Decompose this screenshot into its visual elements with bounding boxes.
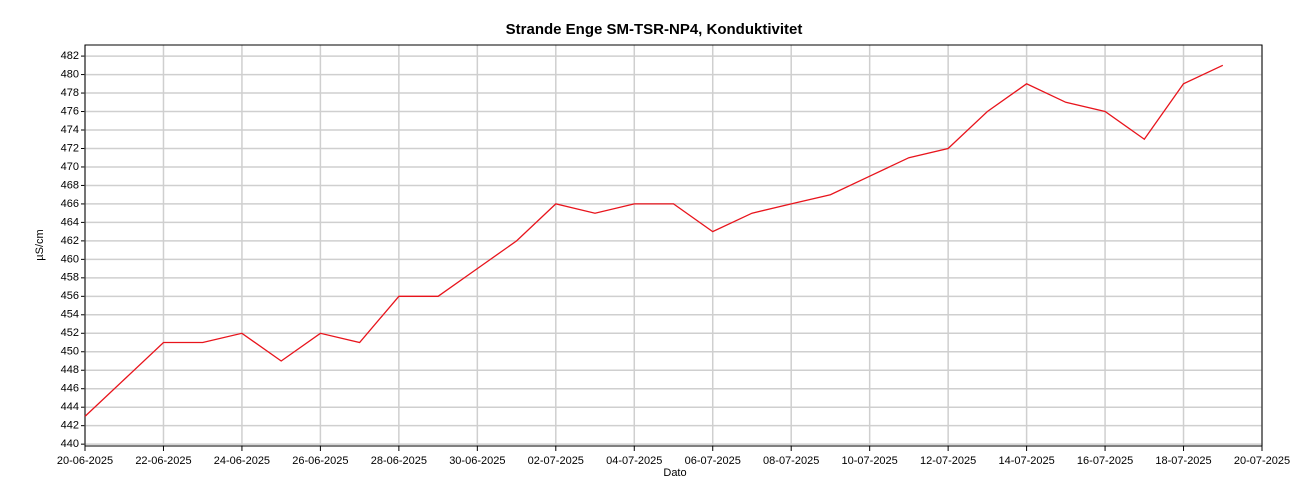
y-tick-label: 462 bbox=[61, 235, 79, 247]
y-tick-label: 446 bbox=[61, 383, 79, 395]
x-tick-label: 04-07-2025 bbox=[606, 455, 662, 467]
x-tick-label: 20-07-2025 bbox=[1234, 455, 1290, 467]
y-tick-label: 442 bbox=[61, 420, 79, 432]
x-tick-label: 22-06-2025 bbox=[135, 455, 191, 467]
y-tick-label: 456 bbox=[61, 290, 79, 302]
x-tick-label: 26-06-2025 bbox=[292, 455, 348, 467]
chart-title: Strande Enge SM-TSR-NP4, Konduktivitet bbox=[506, 21, 803, 38]
x-tick-label: 18-07-2025 bbox=[1155, 455, 1211, 467]
y-axis-label: µS/cm bbox=[34, 229, 46, 260]
x-tick-label: 08-07-2025 bbox=[763, 455, 819, 467]
x-tick-label: 14-07-2025 bbox=[998, 455, 1054, 467]
y-tick-label: 472 bbox=[61, 142, 79, 154]
y-tick-label: 470 bbox=[61, 161, 79, 173]
y-tick-label: 450 bbox=[61, 346, 79, 358]
x-tick-label: 06-07-2025 bbox=[685, 455, 741, 467]
y-tick-label: 468 bbox=[61, 179, 79, 191]
y-tick-label: 460 bbox=[61, 253, 79, 265]
x-tick-label: 12-07-2025 bbox=[920, 455, 976, 467]
data-line bbox=[84, 64, 1224, 417]
x-tick-label: 02-07-2025 bbox=[528, 455, 584, 467]
y-tick-label: 440 bbox=[61, 438, 79, 450]
x-tick-label: 16-07-2025 bbox=[1077, 455, 1133, 467]
y-tick-label: 448 bbox=[61, 364, 79, 376]
x-tick-label: 10-07-2025 bbox=[842, 455, 898, 467]
y-tick-label: 454 bbox=[61, 309, 79, 321]
y-tick-label: 458 bbox=[61, 272, 79, 284]
y-tick-label: 452 bbox=[61, 327, 79, 339]
plot-frame bbox=[84, 44, 1263, 447]
x-tick-label: 30-06-2025 bbox=[449, 455, 505, 467]
y-tick-label: 464 bbox=[61, 216, 79, 228]
x-tick-label: 20-06-2025 bbox=[57, 455, 113, 467]
y-tick-label: 474 bbox=[61, 124, 79, 136]
y-tick-label: 476 bbox=[61, 105, 79, 117]
x-axis-label: Dato bbox=[663, 467, 686, 479]
x-tick-label: 24-06-2025 bbox=[214, 455, 270, 467]
y-tick-label: 444 bbox=[61, 401, 79, 413]
y-tick-label: 478 bbox=[61, 87, 79, 99]
x-tick-label: 28-06-2025 bbox=[371, 455, 427, 467]
y-tick-label: 480 bbox=[61, 68, 79, 80]
y-tick-label: 466 bbox=[61, 198, 79, 210]
y-tick-label: 482 bbox=[61, 50, 79, 62]
